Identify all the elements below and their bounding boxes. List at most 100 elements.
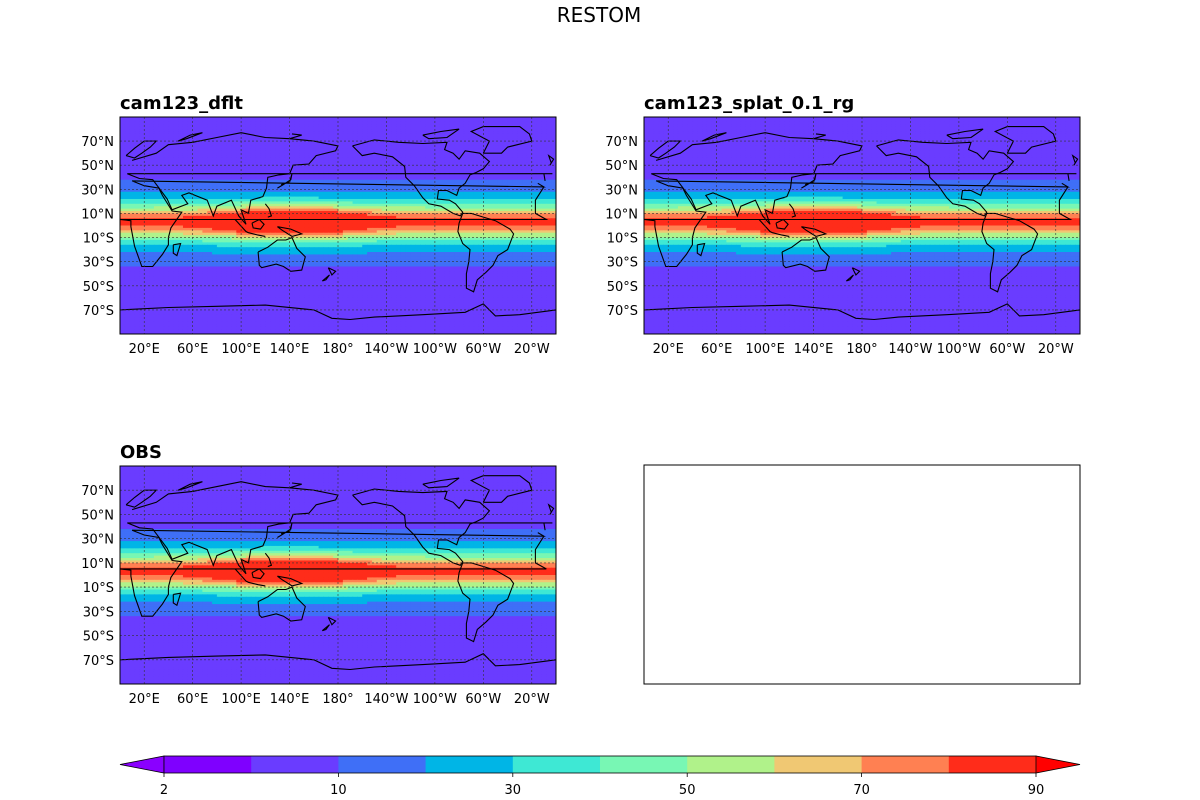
contour-cell (216, 170, 223, 174)
contour-cell (405, 215, 412, 219)
contour-cell (439, 225, 446, 229)
contour-cell (178, 186, 184, 190)
contour-cell (153, 160, 160, 164)
contour-cell (420, 131, 426, 135)
contour-cell (153, 155, 160, 159)
contour-cell (502, 244, 509, 248)
contour-cell (153, 141, 160, 145)
contour-cell (144, 138, 150, 142)
contour-cell (551, 220, 556, 224)
contour-cell (502, 208, 509, 212)
contour-cell (497, 244, 504, 248)
contour-cell (245, 235, 252, 239)
contour-cell (386, 148, 392, 152)
contour-cell (439, 208, 446, 212)
contour-cell (260, 121, 266, 125)
contour-cell (284, 148, 291, 152)
contour-cell (405, 136, 412, 140)
contour-cell (212, 145, 218, 149)
contour-cell (439, 162, 446, 166)
contour-cell (260, 215, 266, 219)
contour-cell (187, 179, 194, 183)
contour-cell (483, 203, 489, 207)
contour-cell (221, 239, 228, 243)
contour-cell (255, 170, 262, 174)
contour-cell (308, 179, 315, 183)
contour-cell (124, 198, 131, 202)
contour-cell (362, 198, 368, 202)
contour-cell (323, 170, 329, 174)
contour-cell (512, 153, 518, 157)
contour-cell (250, 206, 257, 210)
contour-cell (255, 220, 262, 224)
contour-cell (173, 247, 179, 251)
contour-cell (241, 242, 247, 246)
contour-cell (439, 230, 446, 234)
contour-cell (546, 117, 552, 121)
contour-cell (449, 244, 455, 248)
contour-cell (367, 133, 373, 137)
contour-cell (531, 148, 538, 152)
contour-cell (434, 155, 441, 159)
contour-cell (444, 174, 451, 178)
contour-cell (139, 249, 145, 253)
contour-cell (502, 133, 509, 137)
contour-cell (129, 182, 136, 186)
contour-cell (318, 129, 325, 133)
contour-cell (517, 138, 523, 142)
contour-cell (357, 186, 363, 190)
contour-cell (463, 225, 470, 229)
contour-cell (245, 182, 252, 186)
contour-cell (459, 177, 465, 181)
contour-cell (478, 196, 484, 200)
contour-cell (124, 186, 131, 190)
contour-cell (241, 211, 247, 215)
contour-cell (493, 157, 499, 161)
contour-cell (173, 225, 179, 229)
contour-cell (250, 230, 257, 234)
contour-cell (129, 184, 136, 188)
contour-cell (531, 201, 538, 205)
contour-cell (502, 213, 509, 217)
contour-cell (255, 223, 262, 227)
contour-cell (178, 196, 184, 200)
contour-cell (260, 220, 266, 224)
contour-cell (245, 249, 252, 253)
contour-cell (318, 242, 325, 246)
contour-cell (449, 182, 455, 186)
contour-cell (124, 247, 131, 251)
contour-cell (546, 170, 552, 174)
contour-cell (192, 117, 199, 121)
contour-cell (168, 150, 174, 154)
contour-cell (522, 203, 528, 207)
contour-cell (173, 148, 179, 152)
contour-cell (396, 232, 402, 236)
contour-cell (425, 143, 431, 147)
contour-cell (531, 220, 538, 224)
contour-cell (333, 165, 339, 169)
contour-cell (483, 141, 489, 145)
contour-cell (400, 157, 407, 161)
contour-cell (439, 117, 446, 121)
contour-cell (134, 148, 140, 152)
contour-cell (444, 143, 451, 147)
contour-cell (178, 244, 184, 248)
contour-cell (192, 129, 199, 133)
contour-cell (405, 126, 412, 130)
contour-cell (265, 141, 271, 145)
contour-cell (241, 244, 247, 248)
contour-cell (415, 247, 421, 251)
contour-cell (405, 223, 412, 227)
contour-cell (129, 213, 136, 217)
contour-cell (357, 162, 363, 166)
contour-cell (367, 119, 373, 123)
contour-cell (463, 150, 470, 154)
contour-cell (216, 133, 223, 137)
contour-cell (124, 141, 131, 145)
contour-cell (357, 117, 363, 121)
contour-cell (120, 182, 126, 186)
contour-cell (439, 186, 446, 190)
contour-cell (202, 170, 208, 174)
contour-cell (507, 150, 513, 154)
